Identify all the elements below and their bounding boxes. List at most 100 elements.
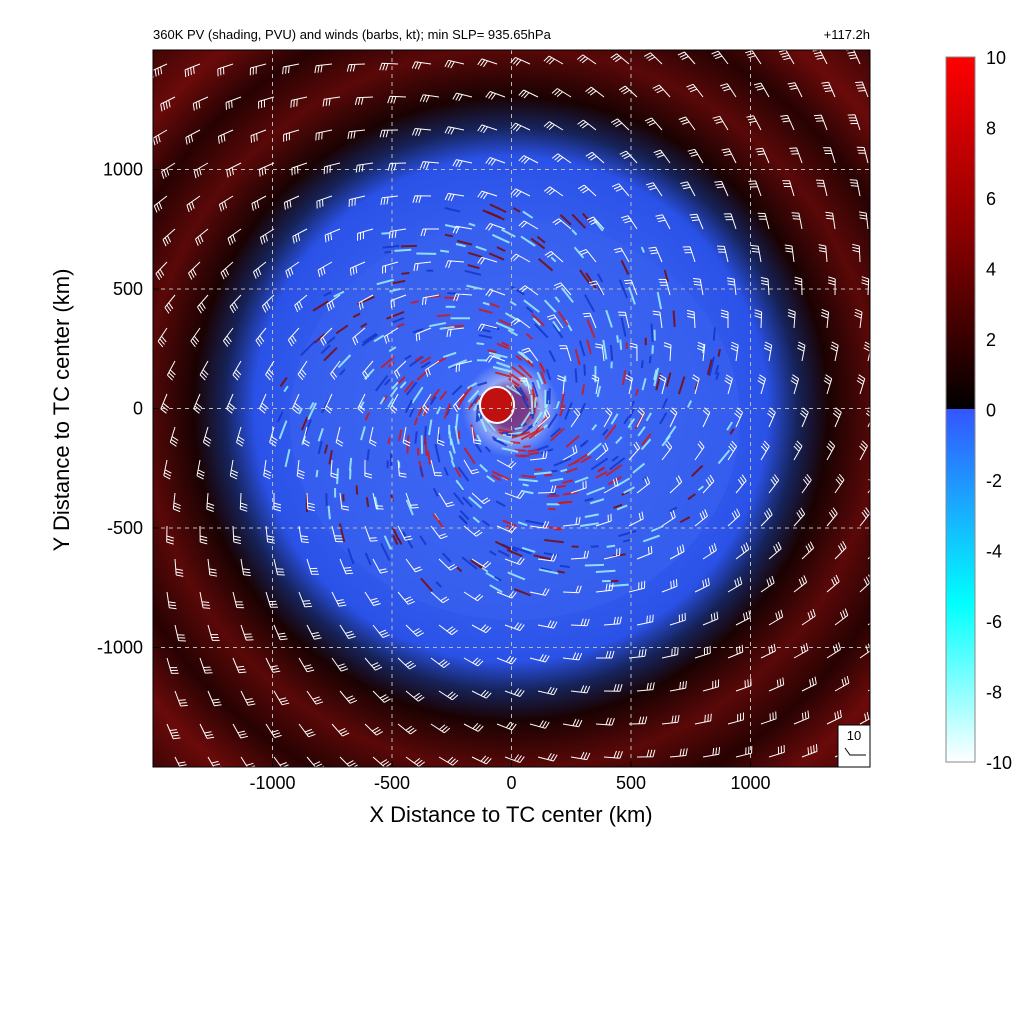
pv-streak xyxy=(496,437,514,445)
wind-barb xyxy=(206,492,215,512)
wind-barb xyxy=(603,407,613,428)
wind-barb xyxy=(372,690,391,703)
wind-barb xyxy=(537,485,557,494)
wind-barb xyxy=(730,341,739,362)
wind-barb xyxy=(721,148,737,164)
wind-barb xyxy=(393,360,407,379)
wind-barb xyxy=(302,426,311,447)
wind-barb xyxy=(306,756,325,767)
pv-streak xyxy=(579,441,587,448)
pv-streak xyxy=(615,477,631,487)
wind-barb xyxy=(595,343,605,362)
wind-barb xyxy=(610,118,630,131)
wind-barb xyxy=(250,129,267,143)
wind-barb xyxy=(405,492,419,509)
pv-streak xyxy=(495,321,515,332)
wind-barb xyxy=(562,516,581,527)
wind-barb xyxy=(317,261,333,278)
wind-barb xyxy=(702,474,715,494)
pv-streak xyxy=(308,401,315,410)
pv-streak xyxy=(278,420,288,440)
pv-streak xyxy=(584,497,594,502)
wind-barb xyxy=(760,711,777,725)
pv-streak xyxy=(521,546,536,553)
pv-streak xyxy=(593,218,604,232)
y-tick-label: -1000 xyxy=(97,638,143,658)
wind-barb xyxy=(861,276,870,296)
pv-streak xyxy=(663,269,669,282)
pv-streak xyxy=(403,380,415,393)
wind-barb xyxy=(559,345,572,362)
pv-streak xyxy=(559,564,570,569)
pv-streak xyxy=(405,499,414,516)
wind-barb xyxy=(485,91,506,100)
wind-barb xyxy=(355,162,374,173)
pv-streak xyxy=(320,398,330,414)
pv-streak xyxy=(364,552,372,566)
pv-streak xyxy=(659,412,668,425)
wind-barb xyxy=(636,682,655,692)
wind-barb xyxy=(411,61,432,70)
wind-barb xyxy=(463,591,484,602)
pv-streak xyxy=(510,285,525,296)
pv-streak xyxy=(387,437,391,444)
wind-barb xyxy=(628,716,648,725)
wind-barb xyxy=(755,147,770,164)
wind-barb xyxy=(859,710,870,725)
pv-streak xyxy=(584,294,596,313)
y-tick-label: 0 xyxy=(133,399,143,419)
wind-barb xyxy=(834,608,849,626)
pv-streak xyxy=(584,513,599,519)
pv-streak xyxy=(327,505,331,520)
wind-barb xyxy=(162,228,176,247)
pv-streak xyxy=(408,407,415,418)
wind-barb xyxy=(702,407,711,428)
wind-barb xyxy=(455,360,473,373)
wind-barb xyxy=(692,278,704,296)
wind-barb xyxy=(444,192,465,202)
wind-barb xyxy=(397,657,417,670)
pv-streak xyxy=(515,355,523,361)
wind-barb xyxy=(258,96,275,109)
wind-barb xyxy=(582,312,597,329)
wind-barb xyxy=(372,558,388,574)
wind-barb xyxy=(255,327,267,347)
wind-barb xyxy=(768,677,785,692)
wind-barb xyxy=(658,278,671,296)
pv-streak xyxy=(492,438,508,447)
wind-barb xyxy=(188,261,201,280)
pv-streak xyxy=(655,373,662,391)
wind-barb xyxy=(190,327,201,348)
wind-barb xyxy=(727,440,738,461)
wind-barb xyxy=(727,576,743,593)
colorbar-positive xyxy=(946,57,975,409)
wind-barb xyxy=(265,723,282,738)
wind-barb xyxy=(511,318,531,329)
pv-streak xyxy=(672,310,676,328)
wind-barb xyxy=(223,327,234,347)
pv-streak xyxy=(406,435,410,454)
wind-barb xyxy=(793,575,808,593)
pv-streak xyxy=(677,376,686,395)
pv-streak xyxy=(478,334,493,339)
wind-barb xyxy=(694,509,708,527)
pv-streak xyxy=(708,356,715,377)
wind-barb xyxy=(712,115,729,131)
pv-streak xyxy=(427,419,433,436)
pv-streak xyxy=(533,397,537,408)
wind-barb xyxy=(628,580,646,593)
wind-barb xyxy=(793,642,809,659)
pv-streak xyxy=(374,496,379,510)
pv-streak xyxy=(525,519,545,526)
colorbar-tick-label: 2 xyxy=(986,330,996,350)
wind-barb xyxy=(364,657,383,671)
wind-barb xyxy=(430,525,448,540)
colorbar-tick-label: -4 xyxy=(986,542,1002,562)
pv-streak xyxy=(380,355,395,369)
wind-barb xyxy=(174,624,186,642)
wind-barb xyxy=(232,360,242,381)
wind-barb xyxy=(292,228,308,244)
wind-barb xyxy=(166,723,181,740)
pv-streak xyxy=(520,429,539,441)
